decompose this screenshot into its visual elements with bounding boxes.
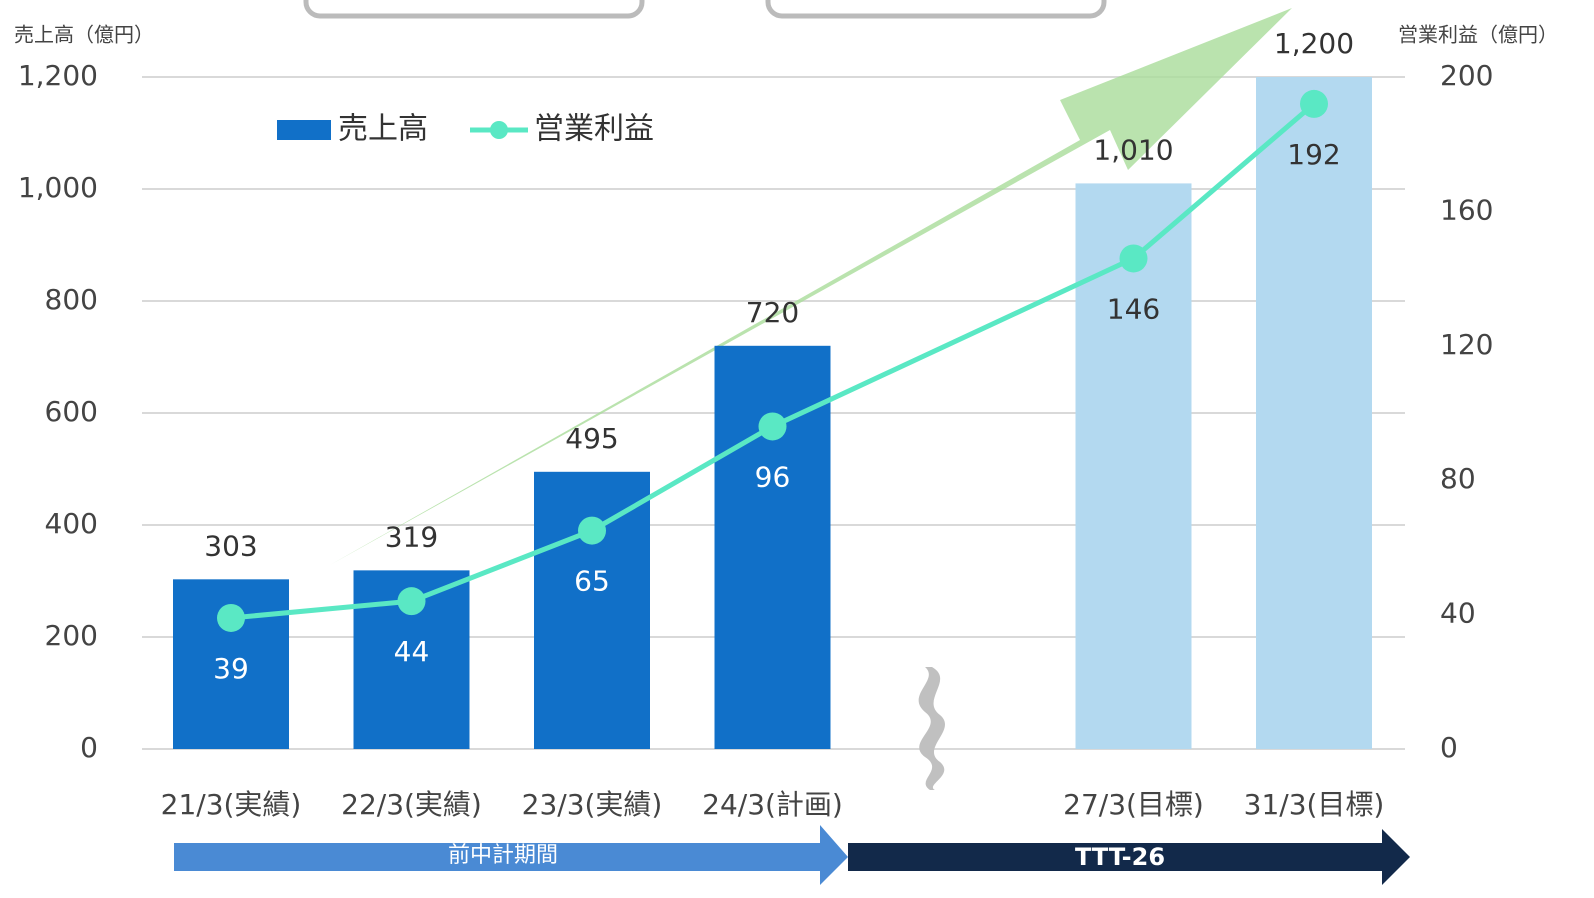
period-arrow — [848, 829, 1410, 885]
x-tick-label: 22/3(実績) — [341, 788, 482, 821]
line-value-label: 96 — [755, 460, 791, 493]
y-tick-label: 0 — [80, 731, 98, 764]
bar-value-label: 1,010 — [1093, 133, 1173, 166]
period-label: TTT-26 — [1075, 843, 1165, 871]
line-value-label: 39 — [213, 652, 249, 685]
x-tick-label: 21/3(実績) — [161, 788, 302, 821]
line-point — [1300, 89, 1328, 118]
bar — [534, 471, 650, 749]
y2-tick-label: 0 — [1440, 731, 1458, 764]
y2-tick-label: 200 — [1440, 59, 1493, 92]
line-point — [397, 587, 426, 616]
bar-value-label: 1,200 — [1274, 27, 1354, 60]
line — [230, 101, 1316, 621]
line-value-label: 192 — [1287, 138, 1340, 171]
y-tick-label: 800 — [45, 283, 98, 316]
line-point — [578, 516, 606, 545]
y-tick-label: 200 — [45, 619, 98, 652]
period-label: 前中計期間 — [448, 843, 558, 868]
bar-value-label: 319 — [385, 520, 438, 553]
bar-value-label: 495 — [565, 422, 618, 455]
line-value-label: 44 — [394, 635, 430, 668]
axis-break — [918, 667, 945, 790]
y-tick-label: 400 — [45, 507, 98, 540]
bar-value-label: 720 — [746, 296, 799, 329]
legend-swatch — [277, 120, 331, 140]
growth-arrow — [330, 8, 1292, 565]
x-tick-label: 27/3(目標) — [1063, 788, 1204, 821]
line-point — [217, 603, 245, 632]
y-axis-title: 売上高（億円） — [14, 23, 154, 47]
bar-value-label: 303 — [204, 529, 257, 562]
legend-label: 営業利益 — [534, 112, 654, 147]
y-tick-label: 1,000 — [18, 171, 98, 204]
bar — [1256, 77, 1372, 749]
y-tick-label: 600 — [45, 395, 98, 428]
period-arrow — [174, 825, 848, 885]
x-tick-label: 23/3(実績) — [522, 788, 663, 821]
top-box — [303, 0, 645, 19]
top-box — [765, 0, 1107, 19]
y-tick-label: 1,200 — [18, 59, 98, 92]
legend-swatch — [490, 121, 508, 139]
line-value-label: 65 — [574, 565, 610, 598]
x-tick-label: 31/3(目標) — [1244, 788, 1385, 821]
line-value-label: 146 — [1107, 292, 1160, 325]
y2-tick-label: 40 — [1440, 597, 1476, 630]
line-point — [758, 412, 787, 441]
line-point — [1119, 244, 1148, 273]
y2-tick-label: 80 — [1440, 462, 1476, 495]
y2-tick-label: 160 — [1440, 193, 1493, 226]
x-tick-label: 24/3(計画) — [702, 788, 843, 821]
legend-label: 売上高 — [338, 112, 428, 147]
y2-axis-title: 営業利益（億円） — [1398, 23, 1558, 47]
y2-tick-label: 120 — [1440, 328, 1493, 361]
